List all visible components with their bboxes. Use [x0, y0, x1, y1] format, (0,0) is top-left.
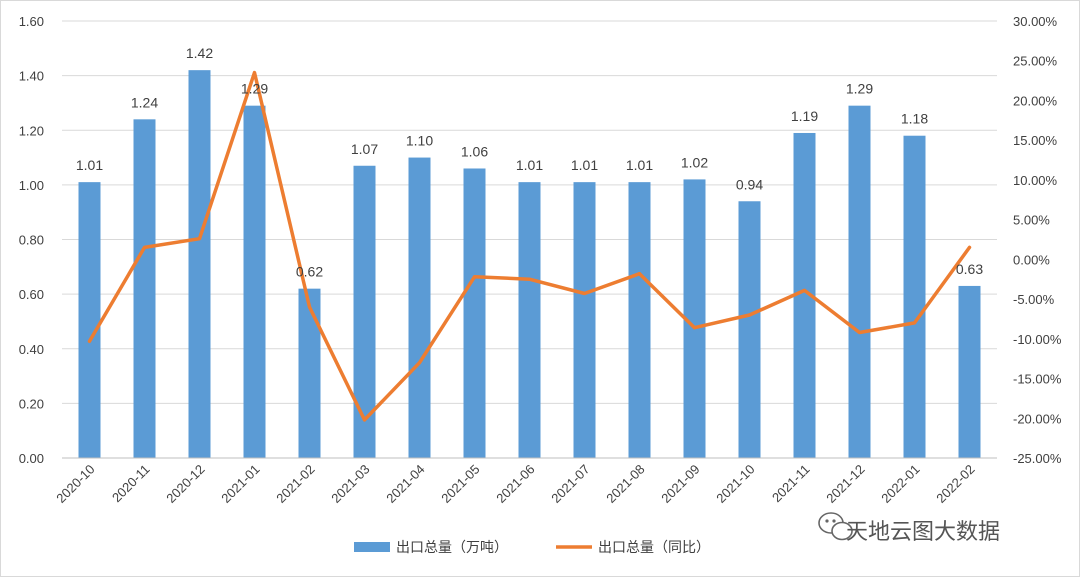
y-left-tick-label: 1.60 [19, 14, 44, 29]
bar [848, 105, 871, 458]
watermark: 天地云图大数据 [818, 512, 1000, 544]
y-right-tick-label: 25.00% [1013, 54, 1058, 69]
bar [518, 182, 541, 459]
y-right-tick-label: 30.00% [1013, 14, 1058, 29]
bar-data-label: 1.06 [461, 143, 488, 159]
watermark-text: 天地云图大数据 [846, 519, 1000, 544]
y-right-tick-label: 5.00% [1013, 213, 1050, 228]
y-right-tick-label: 0.00% [1013, 252, 1050, 267]
bar [188, 70, 211, 458]
bar [683, 179, 706, 458]
y-right-tick-label: -20.00% [1013, 411, 1062, 426]
bar [298, 288, 321, 458]
line-point [253, 71, 256, 75]
legend-swatch-bars [354, 542, 390, 552]
bar [573, 182, 596, 459]
bar [133, 119, 156, 458]
bar [78, 182, 101, 459]
bar-data-label: 1.01 [571, 157, 598, 173]
y-left-tick-label: 1.00 [19, 178, 44, 193]
y-right-tick-label: 10.00% [1013, 173, 1058, 188]
y-right-tick-label: -10.00% [1013, 332, 1062, 347]
y-right-tick-label: 15.00% [1013, 133, 1058, 148]
data-labels: 1.01 1.24 1.42 1.29 0.62 1.07 1.10 1.06 1.01 1.01… [76, 45, 983, 280]
bar-data-label: 1.19 [791, 108, 818, 124]
line-point [968, 245, 971, 249]
line-point [638, 272, 641, 276]
bar-data-label: 0.94 [736, 176, 763, 192]
bar-data-label: 1.42 [186, 45, 213, 61]
bar [958, 285, 981, 458]
line-point [583, 292, 586, 296]
wechat-icon-bubble-small [831, 521, 853, 541]
line-point [198, 237, 201, 241]
bar [738, 201, 761, 458]
bar-data-label: 1.24 [131, 94, 158, 110]
y-right-tick-label: 20.00% [1013, 93, 1058, 108]
bar-data-label: 0.62 [296, 264, 323, 280]
line-point [363, 418, 366, 422]
y-left-tick-label: 0.00 [19, 451, 44, 466]
y-left-tick-label: 0.80 [19, 233, 44, 248]
wechat-icon-eye [825, 519, 829, 523]
legend-label-bars: 出口总量（万吨） [396, 539, 508, 555]
y-left-tick-label: 0.40 [19, 342, 44, 357]
bar-data-label: 1.18 [901, 111, 928, 127]
line-point [858, 330, 861, 334]
line-point [88, 339, 91, 343]
line-point [528, 277, 531, 281]
bar [243, 105, 266, 458]
bar-data-label: 1.10 [406, 133, 433, 149]
line-point [308, 305, 311, 309]
bar [463, 168, 486, 459]
line-point [473, 275, 476, 279]
line-point [748, 313, 751, 317]
legend: 出口总量（万吨） 出口总量（同比） [354, 539, 710, 555]
line-point [913, 321, 916, 325]
y-left-tick-label: 1.20 [19, 123, 44, 138]
line-point [693, 326, 696, 330]
y-right-tick-label: -15.00% [1013, 372, 1062, 387]
bar-series [78, 70, 981, 459]
line-point [418, 361, 421, 365]
bar-data-label: 1.01 [76, 157, 103, 173]
line-point [143, 245, 146, 249]
wechat-icon [818, 512, 853, 541]
bar-data-label: 1.29 [241, 81, 268, 97]
y-right-tick-label: -25.00% [1013, 451, 1062, 466]
bar [628, 182, 651, 459]
y-left-tick-label: 1.40 [19, 69, 44, 84]
bar-data-label: 1.01 [626, 157, 653, 173]
bar-data-label: 1.29 [846, 81, 873, 97]
bar-data-label: 0.63 [956, 261, 983, 277]
bar-data-label: 1.07 [351, 141, 378, 157]
wechat-icon-eye [832, 519, 836, 523]
line-series [87, 70, 972, 422]
bar [408, 157, 431, 458]
line-point [803, 288, 806, 292]
y-left-tick-label: 0.60 [19, 287, 44, 302]
bar-data-label: 1.02 [681, 154, 708, 170]
bar [903, 135, 926, 458]
bar [793, 132, 816, 458]
bar [353, 165, 376, 458]
bar-data-label: 1.01 [516, 157, 543, 173]
legend-label-line: 出口总量（同比） [598, 539, 710, 555]
y-right-tick-label: -5.00% [1013, 292, 1055, 307]
y-left-tick-label: 0.20 [19, 396, 44, 411]
